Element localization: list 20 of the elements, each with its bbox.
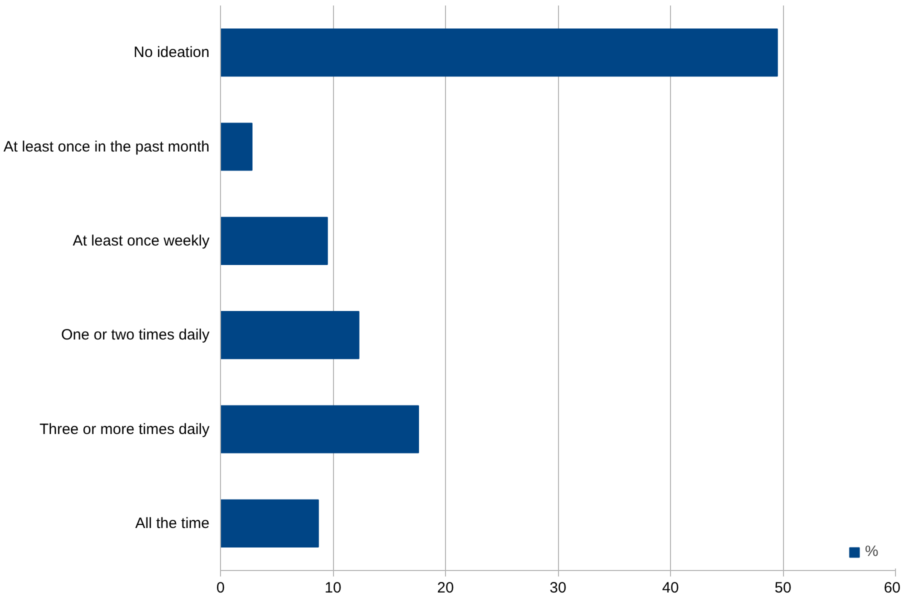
x-tick-label: 30 <box>550 580 566 596</box>
bar <box>220 122 252 171</box>
y-tick-label: Three or more times daily <box>39 420 210 438</box>
y-tick-label: At least once weekly <box>72 232 210 250</box>
y-tick-label: All the time <box>135 514 210 532</box>
bar <box>220 405 419 454</box>
y-tick-label: At least once in the past month <box>4 138 210 156</box>
x-tick-label: 50 <box>774 580 792 596</box>
x-tick-label: 0 <box>216 580 225 596</box>
x-tick-label: 40 <box>662 580 679 596</box>
y-tick-label: One or two times daily <box>61 326 210 344</box>
x-tick-label: 60 <box>884 580 901 596</box>
bar <box>220 28 778 77</box>
bar <box>220 216 328 265</box>
legend-label: % <box>865 543 880 560</box>
y-tick-label: No ideation <box>134 44 210 62</box>
bar <box>220 499 319 548</box>
x-tick-label: 20 <box>437 580 454 596</box>
x-tick-label: 10 <box>324 580 342 596</box>
bar <box>220 311 360 360</box>
